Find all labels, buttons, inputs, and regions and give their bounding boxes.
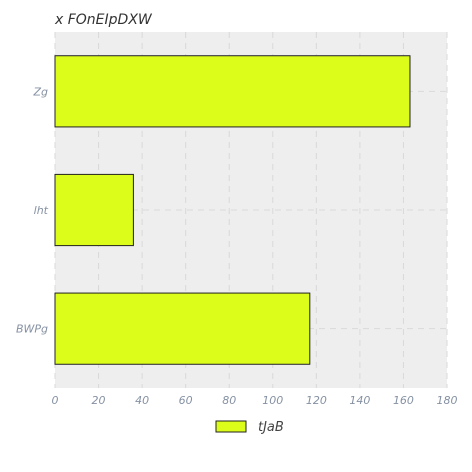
chart-title: x FOnEIpDXW <box>54 12 153 28</box>
bar-lht <box>54 173 134 247</box>
y-tick-label-1: lht <box>34 204 49 217</box>
legend: tJaB <box>215 420 284 435</box>
x-tick-label-0: 0 <box>52 394 59 407</box>
x-tick-label-1: 20 <box>92 394 106 407</box>
x-tick-label-4: 80 <box>222 394 236 407</box>
x-tick-label-7: 140 <box>349 394 370 407</box>
x-tick-label-2: 40 <box>135 394 149 407</box>
x-axis-tick-labels: 0 20 40 60 80 100 120 140 160 180 <box>52 394 458 407</box>
bars <box>54 55 411 365</box>
y-axis-tick-labels: Zg lht BWPg <box>16 85 49 335</box>
bar-Zg <box>54 55 411 128</box>
x-tick-label-6: 120 <box>306 394 327 407</box>
x-tick-label-5: 100 <box>262 394 283 407</box>
bar-BWPg <box>54 292 311 365</box>
x-tick-label-9: 180 <box>437 394 458 407</box>
x-tick-label-3: 60 <box>179 394 193 407</box>
y-tick-label-0: Zg <box>32 85 48 98</box>
x-tick-label-8: 160 <box>393 394 414 407</box>
legend-label: tJaB <box>258 420 284 435</box>
legend-swatch <box>215 420 247 433</box>
y-tick-label-2: BWPg <box>16 323 48 336</box>
